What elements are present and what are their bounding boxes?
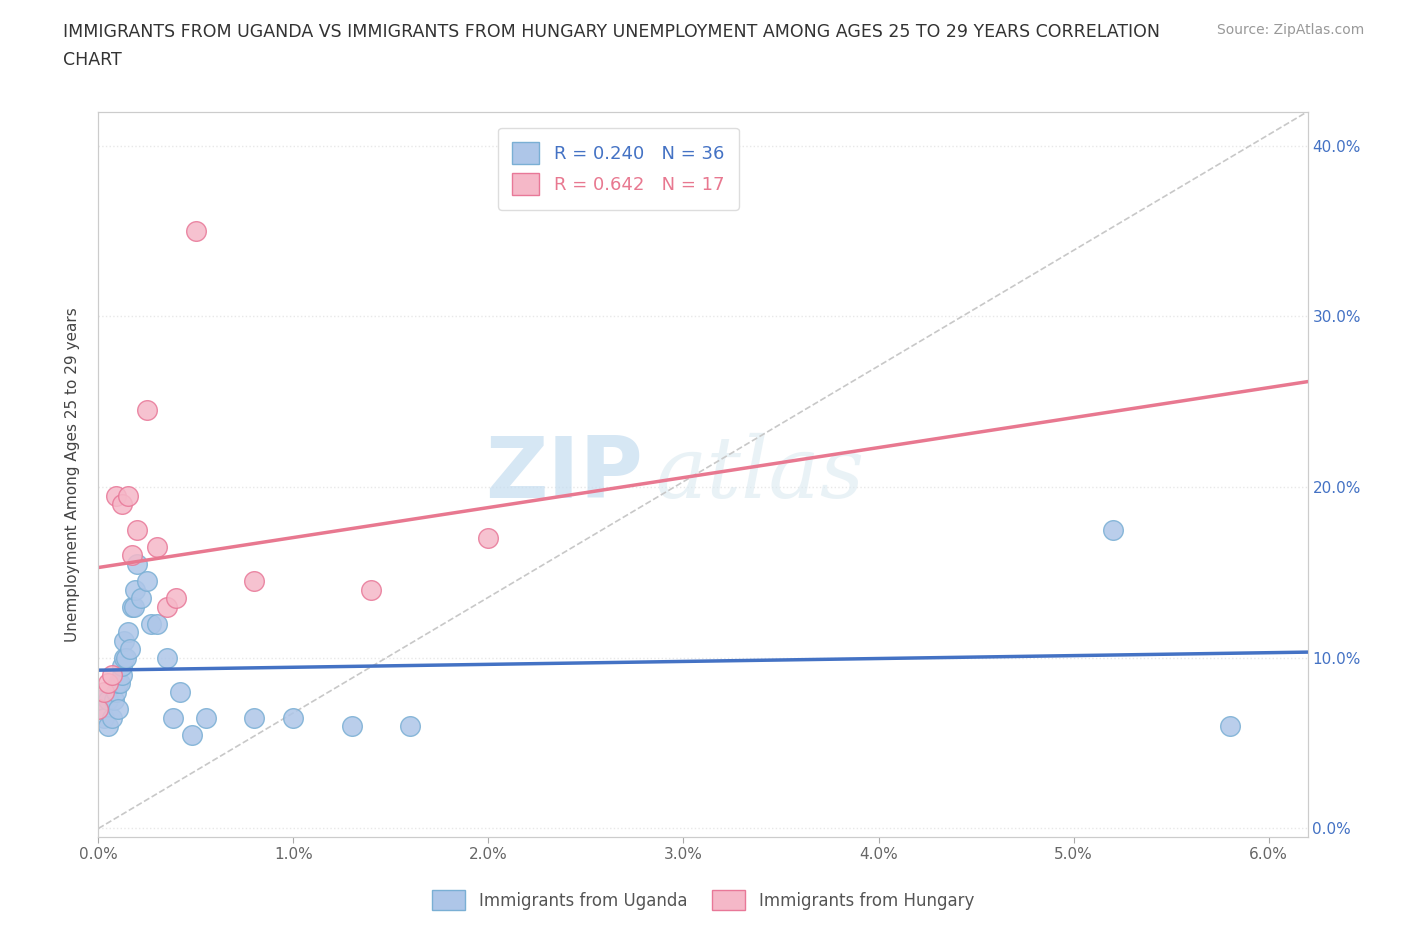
- Y-axis label: Unemployment Among Ages 25 to 29 years: Unemployment Among Ages 25 to 29 years: [65, 307, 80, 642]
- Point: [87, 701, 110, 716]
- Point: [184, 223, 207, 238]
- Point: [93, 684, 115, 699]
- Point: [112, 650, 135, 665]
- Point: [104, 684, 127, 699]
- Point: [107, 701, 129, 716]
- Point: [146, 617, 169, 631]
- Point: [97, 676, 120, 691]
- Point: [243, 711, 266, 725]
- Point: [360, 582, 382, 597]
- Point: [93, 711, 115, 725]
- Point: [156, 650, 179, 665]
- Point: [87, 693, 110, 708]
- Point: [162, 711, 184, 725]
- Point: [101, 668, 124, 683]
- Point: [108, 676, 131, 691]
- Point: [117, 488, 139, 503]
- Point: [283, 711, 305, 725]
- Point: [118, 642, 141, 657]
- Point: [243, 574, 266, 589]
- Point: [111, 668, 134, 683]
- Point: [127, 523, 149, 538]
- Point: [103, 693, 125, 708]
- Point: [114, 650, 136, 665]
- Point: [124, 582, 146, 597]
- Point: [146, 539, 169, 554]
- Point: [477, 531, 499, 546]
- Point: [122, 599, 145, 614]
- Point: [139, 617, 162, 631]
- Point: [121, 548, 143, 563]
- Point: [117, 625, 139, 640]
- Point: [1101, 523, 1123, 538]
- Point: [101, 711, 124, 725]
- Point: [340, 719, 363, 734]
- Text: atlas: atlas: [655, 433, 863, 515]
- Point: [165, 591, 187, 605]
- Point: [111, 658, 134, 673]
- Point: [111, 497, 134, 512]
- Point: [131, 591, 153, 605]
- Point: [169, 684, 191, 699]
- Point: [97, 719, 120, 734]
- Point: [1219, 719, 1241, 734]
- Point: [156, 599, 179, 614]
- Point: [107, 676, 129, 691]
- Text: Source: ZipAtlas.com: Source: ZipAtlas.com: [1216, 23, 1364, 37]
- Text: IMMIGRANTS FROM UGANDA VS IMMIGRANTS FROM HUNGARY UNEMPLOYMENT AMONG AGES 25 TO : IMMIGRANTS FROM UGANDA VS IMMIGRANTS FRO…: [63, 23, 1160, 41]
- Point: [181, 727, 204, 742]
- Point: [121, 599, 143, 614]
- Point: [399, 719, 422, 734]
- Point: [97, 693, 120, 708]
- Point: [194, 711, 217, 725]
- Text: CHART: CHART: [63, 51, 122, 69]
- Point: [112, 633, 135, 648]
- Legend: R = 0.240   N = 36, R = 0.642   N = 17: R = 0.240 N = 36, R = 0.642 N = 17: [498, 128, 738, 210]
- Point: [127, 556, 149, 571]
- Point: [136, 403, 159, 418]
- Point: [136, 574, 159, 589]
- Text: ZIP: ZIP: [485, 432, 643, 516]
- Point: [104, 488, 127, 503]
- Legend: Immigrants from Uganda, Immigrants from Hungary: Immigrants from Uganda, Immigrants from …: [425, 884, 981, 917]
